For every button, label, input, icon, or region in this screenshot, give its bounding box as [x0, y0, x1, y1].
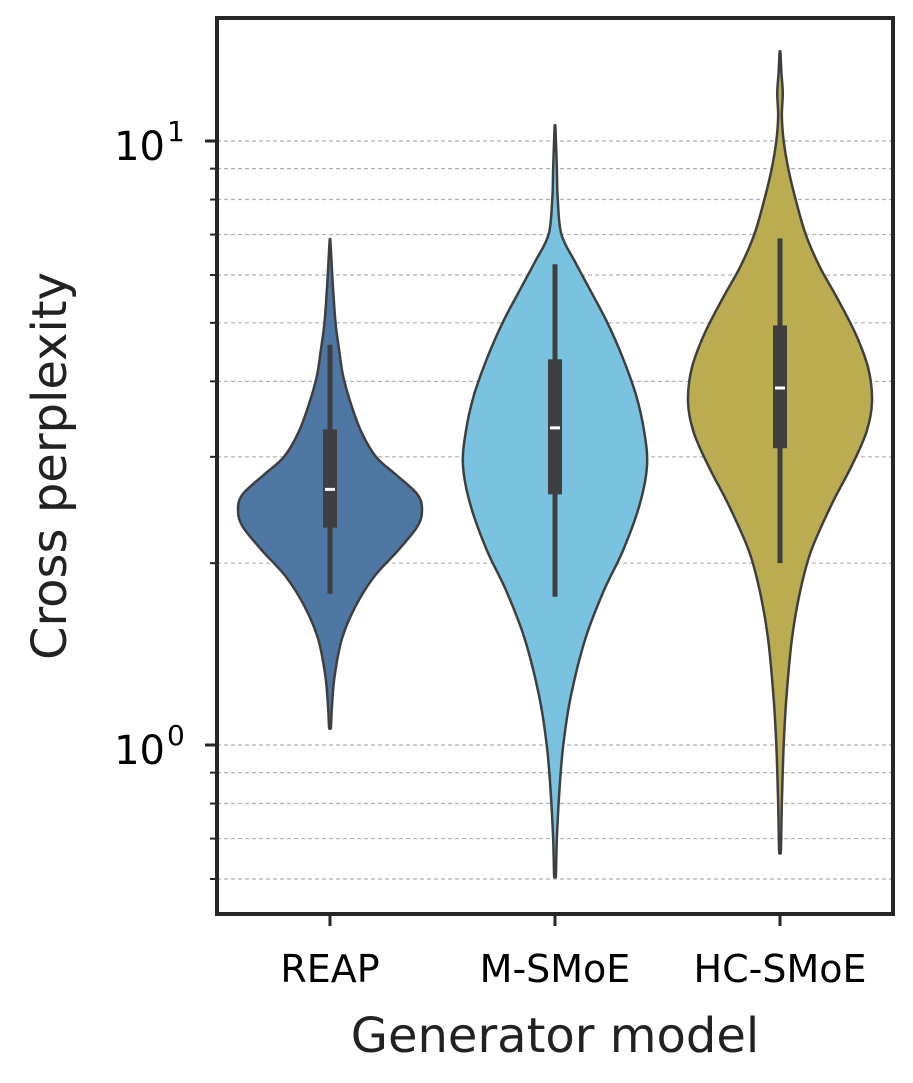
- x-tick-label-hc-smoe: HC-SMoE: [694, 947, 867, 991]
- y-tick-label-base: 10: [114, 124, 165, 170]
- violin-hc-smoe: [686, 50, 874, 855]
- violin-m-smoe: [461, 123, 649, 879]
- x-axis-title: Generator model: [351, 1008, 759, 1064]
- y-tick-label-base: 10: [114, 728, 165, 774]
- iqr-box-reap: [323, 429, 337, 528]
- violin-reap: [236, 237, 424, 730]
- x-tick-label-m-smoe: M-SMoE: [480, 947, 631, 991]
- y-tick-label-exp: 1: [167, 115, 185, 148]
- y-tick-label-10-0: 10 0: [114, 719, 185, 774]
- violins: [236, 50, 874, 879]
- axis-ticks: [205, 139, 782, 926]
- y-tick-label-exp: 0: [167, 719, 185, 752]
- y-axis-title: Cross perplexity: [22, 272, 78, 660]
- x-tick-label-reap: REAP: [280, 947, 379, 991]
- y-tick-label-10-1: 10 1: [114, 115, 185, 170]
